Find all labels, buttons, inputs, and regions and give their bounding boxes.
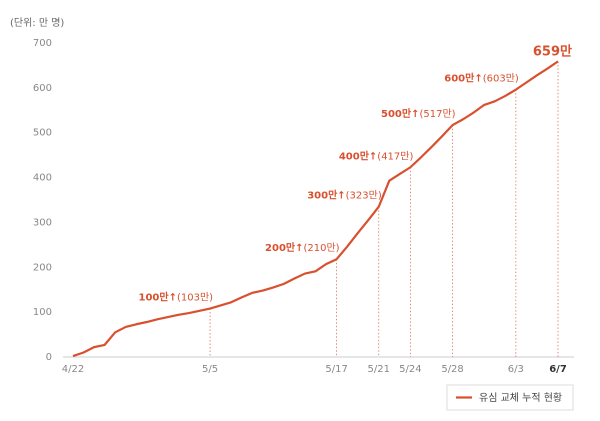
unit-label: (단위: 만 명)	[10, 16, 64, 29]
annotation-detail: (517만)	[419, 108, 455, 120]
x-tick-label: 6/7	[549, 364, 567, 375]
annotation-detail: (417만)	[377, 150, 413, 162]
x-tick-label: 5/24	[399, 364, 421, 375]
annotation: 500만↑(517만)	[381, 107, 456, 120]
x-tick-label: 5/5	[202, 364, 218, 375]
annotation-label: 100만↑	[139, 291, 177, 304]
y-tick-label: 300	[33, 217, 52, 228]
annotation-detail: (323만)	[346, 190, 382, 202]
x-tick-label: 5/21	[368, 364, 390, 375]
y-tick-label: 400	[33, 173, 52, 184]
annotation: 600만↑(603만)	[444, 72, 519, 85]
annotation-label: 200만↑	[265, 241, 303, 254]
annotation-detail: (603만)	[483, 73, 519, 85]
annotation: 400만↑(417만)	[339, 149, 414, 162]
annotation-label: 600만↑	[444, 72, 482, 85]
annotation-detail: (210만)	[303, 242, 339, 254]
annotation: 100만↑(103만)	[139, 291, 214, 304]
annotation: 300만↑(323만)	[307, 189, 382, 202]
annotation-label: 500만↑	[381, 107, 419, 120]
x-tick-label: 5/28	[441, 364, 463, 375]
annotation: 200만↑(210만)	[265, 241, 340, 254]
y-tick-label: 500	[33, 128, 52, 139]
x-tick-label: 6/3	[508, 364, 524, 375]
legend-box	[446, 384, 574, 411]
annotation-label: 300만↑	[307, 189, 345, 202]
series-line	[72, 60, 559, 358]
annotation-detail: (103만)	[177, 292, 213, 304]
x-tick-label: 5/17	[325, 364, 347, 375]
x-tick-label: 4/22	[62, 364, 84, 375]
end-label: 659만	[533, 44, 572, 60]
y-tick-label: 600	[33, 83, 52, 94]
y-tick-label: 0	[46, 352, 52, 363]
y-tick-label: 100	[33, 307, 52, 318]
y-tick-label: 700	[33, 38, 52, 49]
legend-label: 유심 교체 누적 현황	[479, 392, 562, 404]
y-tick-label: 200	[33, 262, 52, 273]
annotation-label: 400만↑	[339, 149, 377, 162]
